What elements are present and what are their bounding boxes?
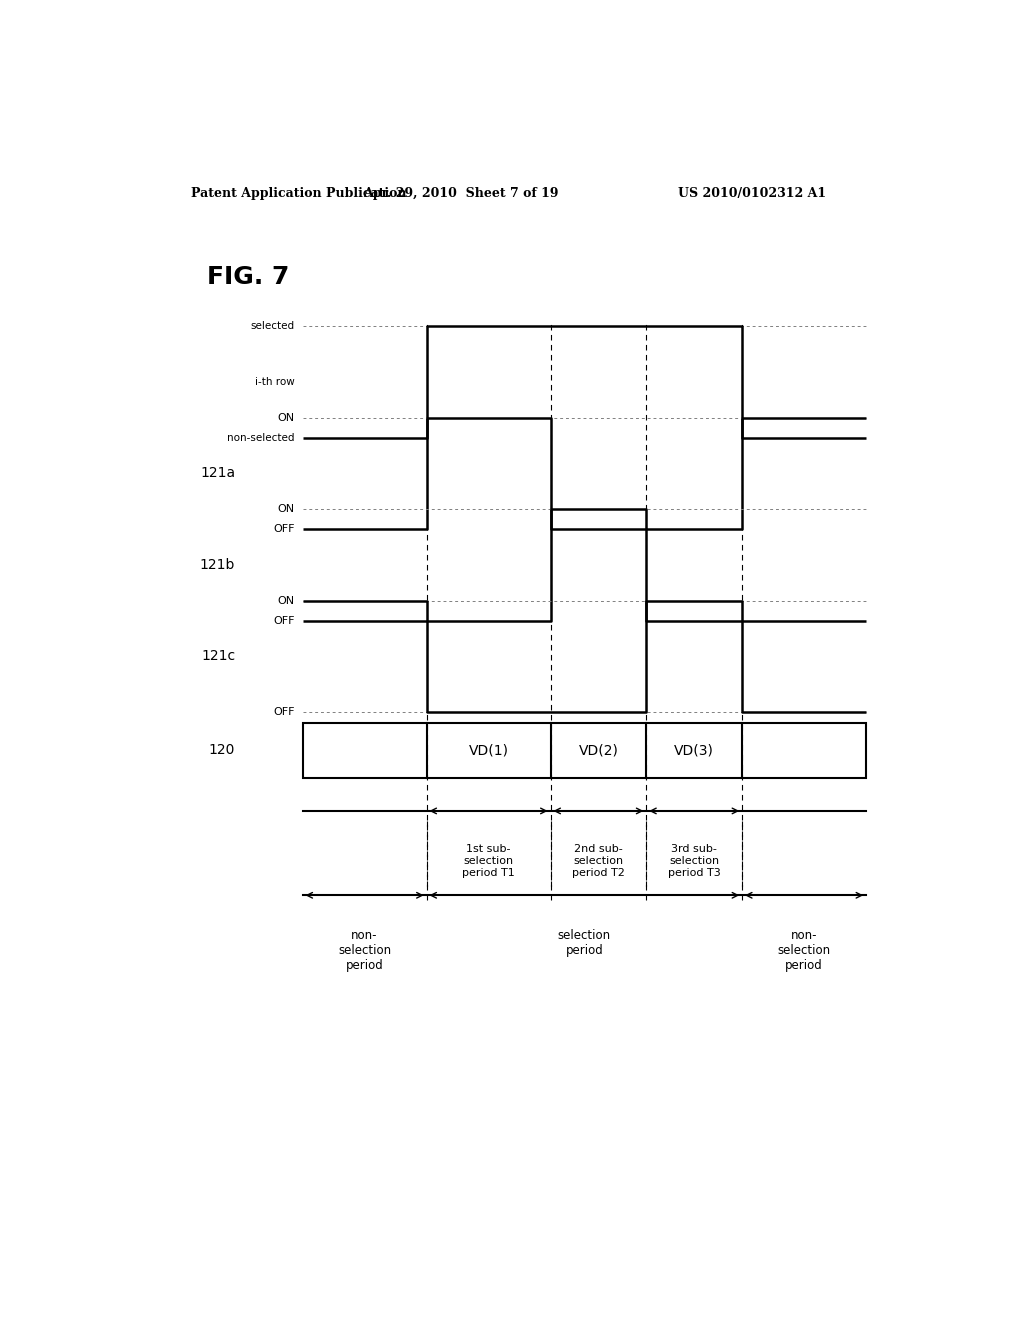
Text: 120: 120	[209, 743, 236, 758]
Text: selection
period: selection period	[558, 929, 611, 957]
Text: 121a: 121a	[200, 466, 236, 480]
Text: ON: ON	[278, 595, 295, 606]
Text: 121c: 121c	[201, 649, 236, 664]
Text: VD(3): VD(3)	[674, 743, 714, 758]
Text: OFF: OFF	[273, 524, 295, 535]
Text: 1st sub-
selection
period T1: 1st sub- selection period T1	[462, 845, 515, 878]
Text: VD(1): VD(1)	[469, 743, 509, 758]
Text: 121b: 121b	[200, 558, 236, 572]
Bar	[303, 722, 866, 779]
Text: Patent Application Publication: Patent Application Publication	[191, 187, 407, 199]
Text: ON: ON	[278, 504, 295, 513]
Text: ON: ON	[278, 413, 295, 422]
Text: OFF: OFF	[273, 708, 295, 717]
Text: OFF: OFF	[273, 616, 295, 626]
Text: non-
selection
period: non- selection period	[338, 929, 391, 972]
Text: non-selected: non-selected	[227, 433, 295, 444]
Text: VD(2): VD(2)	[579, 743, 618, 758]
Text: Apr. 29, 2010  Sheet 7 of 19: Apr. 29, 2010 Sheet 7 of 19	[364, 187, 559, 199]
Text: 3rd sub-
selection
period T3: 3rd sub- selection period T3	[668, 845, 721, 878]
Text: FIG. 7: FIG. 7	[207, 265, 290, 289]
Text: 2nd sub-
selection
period T2: 2nd sub- selection period T2	[572, 845, 625, 878]
Text: US 2010/0102312 A1: US 2010/0102312 A1	[678, 187, 826, 199]
Text: i-th row: i-th row	[255, 378, 295, 387]
Text: selected: selected	[251, 321, 295, 331]
Text: non-
selection
period: non- selection period	[777, 929, 830, 972]
